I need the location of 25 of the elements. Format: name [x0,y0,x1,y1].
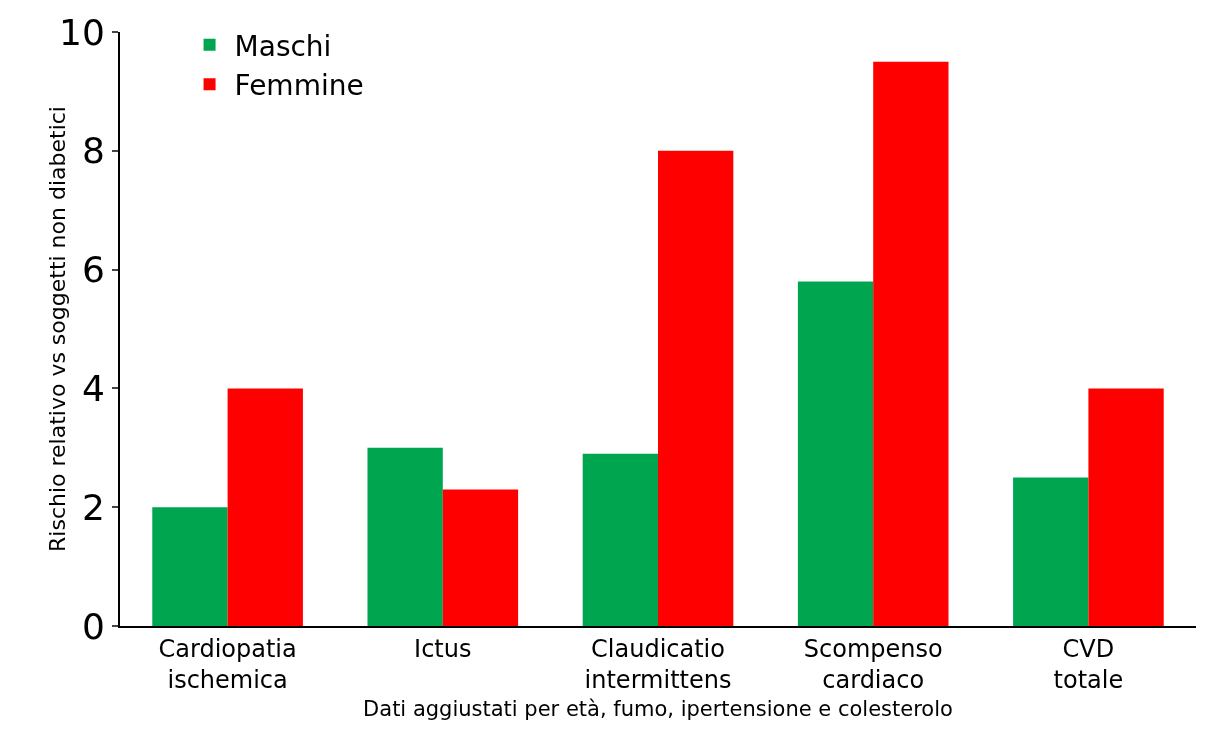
y-axis-title: Rischio relativo vs soggetti non diabetici [45,106,70,552]
y-tick-label: 10 [58,11,105,53]
x-tick-label: Cardiopatia ischemica [158,634,297,694]
bar [367,447,443,626]
x-tick-label: Ictus [414,634,472,663]
y-tick-label: 8 [81,130,105,172]
bar [1013,477,1089,626]
x-tick-label: Claudicatio intermittens [584,634,732,694]
y-tick-label: 6 [81,249,105,291]
y-tick-label: 4 [81,368,105,409]
bar [873,61,949,626]
x-tick-label: CVD totale [1053,634,1124,694]
bar [797,281,874,626]
x-tick-label: Scompenso cardiaco [803,634,943,694]
legend-label: Femmine [234,69,364,103]
y-tick-label: 2 [81,486,105,528]
bar [582,453,658,626]
legend-label: Maschi [234,29,332,63]
bar [1088,388,1164,626]
x-axis-title: Dati aggiustati per età, fumo, ipertensione e colesterolo [363,696,953,721]
bar [227,388,303,626]
y-tick-label: 0 [81,605,105,647]
bar [442,489,519,626]
bar [152,507,228,626]
bar [658,150,734,626]
